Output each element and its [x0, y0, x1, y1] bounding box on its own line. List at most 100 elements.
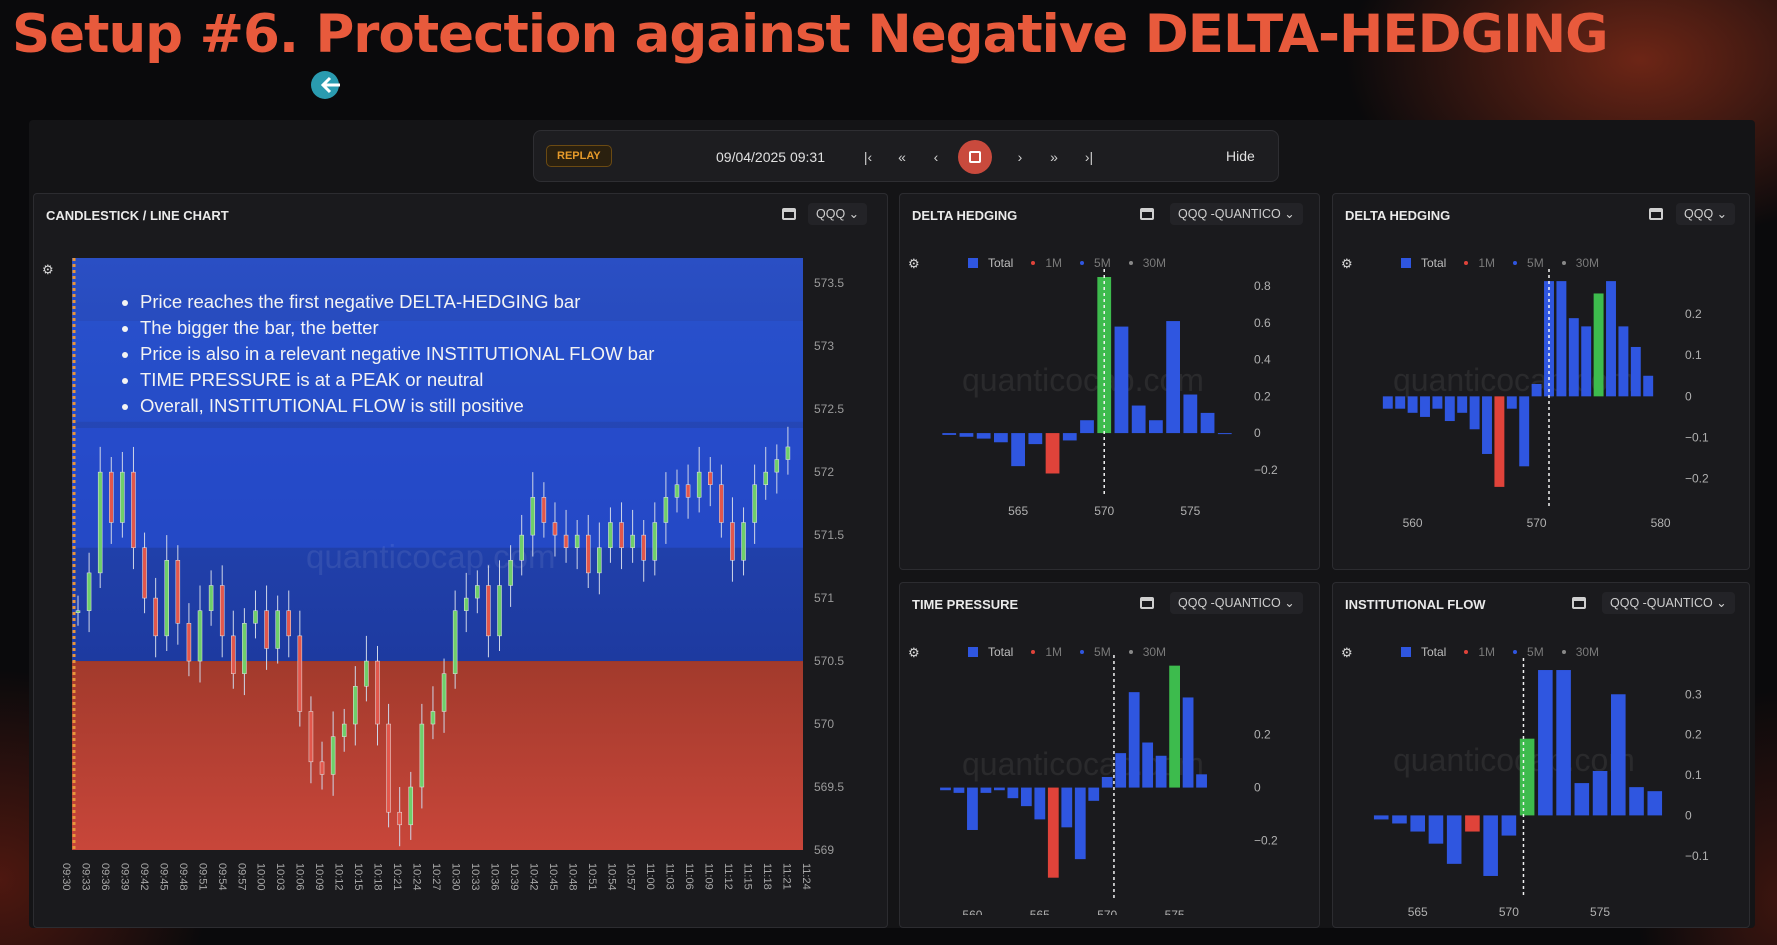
maximize-icon[interactable]: [1140, 597, 1154, 609]
symbol-select[interactable]: QQQ -QUANTICO ⌄: [1170, 592, 1303, 614]
price-tick-label: 573: [814, 339, 835, 354]
stop-icon: [969, 151, 981, 163]
bar: [1062, 433, 1077, 441]
time-tick-label: 10:21: [391, 863, 404, 891]
replay-toolbar: REPLAY 09/04/2025 09:31 |‹ « ‹ › » ›| Hi…: [533, 130, 1279, 182]
candle: [530, 497, 536, 536]
skip-end-button[interactable]: ›|: [1084, 149, 1094, 165]
time-tick-label: 10:42: [527, 863, 540, 891]
time-tick-label: 10:51: [585, 863, 598, 891]
bar: [942, 433, 957, 435]
candle: [408, 786, 414, 826]
maximize-icon[interactable]: [1649, 208, 1663, 220]
bar: [1592, 770, 1608, 816]
fast-back-button[interactable]: «: [898, 149, 906, 165]
x-tick-label: 575: [1165, 908, 1185, 915]
settings-icon[interactable]: ⚙: [908, 256, 920, 271]
bar: [1382, 396, 1393, 409]
y-tick-label: 0: [1685, 808, 1692, 822]
maximize-icon[interactable]: [782, 208, 796, 220]
bar: [1114, 326, 1129, 434]
legend-item[interactable]: 5M: [1495, 256, 1544, 270]
legend-item[interactable]: 1M: [1013, 645, 1062, 659]
bar: [1131, 405, 1146, 434]
legend-item[interactable]: 1M: [1446, 645, 1495, 659]
bar: [1373, 815, 1389, 820]
step-back-button[interactable]: ‹: [933, 149, 939, 165]
y-tick-label: −0.2: [1254, 834, 1278, 848]
candlestick-chart[interactable]: quanticocap.com: [66, 258, 806, 852]
time-tick-label: 10:30: [449, 863, 462, 891]
bar: [1538, 670, 1553, 816]
bar: [1531, 384, 1542, 397]
time-tick-label: 09:42: [137, 863, 150, 891]
y-tick-label: 0.2: [1254, 389, 1271, 403]
symbol-select[interactable]: QQQ -QUANTICO ⌄: [1170, 203, 1303, 225]
legend-item[interactable]: 1M: [1013, 256, 1062, 270]
bar: [1457, 396, 1468, 413]
legend-item[interactable]: 1M: [1446, 256, 1495, 270]
bar: [1407, 396, 1418, 413]
bar: [1501, 815, 1517, 836]
candle: [774, 459, 780, 473]
time-tick-label: 10:18: [371, 863, 384, 891]
legend-item[interactable]: 30M: [1111, 645, 1166, 659]
candle: [519, 534, 524, 561]
y-tick-label: −0.1: [1685, 849, 1709, 863]
replay-badge[interactable]: REPLAY: [546, 145, 612, 167]
legend-item[interactable]: 5M: [1062, 256, 1111, 270]
maximize-icon[interactable]: [1572, 597, 1586, 609]
legend-item[interactable]: 30M: [1111, 256, 1166, 270]
settings-icon[interactable]: ⚙: [1341, 645, 1353, 660]
bar: [1020, 787, 1032, 807]
chart-legend[interactable]: Total 1M 5M 30M: [968, 645, 1166, 659]
chart-legend[interactable]: Total 1M 5M 30M: [1401, 256, 1599, 270]
fast-forward-button[interactable]: »: [1050, 149, 1058, 165]
replay-datetime[interactable]: 09/04/2025 09:31: [716, 149, 825, 165]
delta-hedging-left-panel: DELTA HEDGING QQQ -QUANTICO ⌄ ⚙ quantico…: [899, 193, 1320, 570]
legend-item[interactable]: Total: [968, 256, 1013, 270]
hide-button[interactable]: Hide: [1226, 148, 1255, 164]
panel-title: DELTA HEDGING: [1345, 208, 1451, 223]
candle: [197, 610, 203, 662]
legend-item[interactable]: Total: [1401, 256, 1446, 270]
bar: [994, 787, 1005, 791]
chart-legend[interactable]: Total 1M 5M 30M: [1401, 645, 1599, 659]
candle: [641, 534, 646, 561]
symbol-select[interactable]: QQQ -QUANTICO ⌄: [1602, 592, 1735, 614]
maximize-icon[interactable]: [1140, 208, 1154, 220]
time-tick-label: 11:21: [780, 863, 793, 890]
price-tick-label: 572.5: [814, 402, 845, 417]
bar-chart[interactable]: quanticocap.com 560 565 570 575 0.2 0 −0.2: [912, 655, 1302, 915]
stop-button[interactable]: [958, 140, 992, 174]
settings-icon[interactable]: ⚙: [42, 262, 54, 277]
step-forward-button[interactable]: ›: [1017, 149, 1023, 165]
time-tick-label: 10:54: [605, 863, 618, 891]
candle: [353, 686, 358, 725]
candle: [297, 635, 303, 712]
legend-item[interactable]: 5M: [1495, 645, 1544, 659]
legend-item[interactable]: 5M: [1062, 645, 1111, 659]
symbol-select[interactable]: QQQ ⌄: [808, 203, 868, 225]
legend-item[interactable]: Total: [968, 645, 1013, 659]
bar: [1217, 433, 1232, 435]
institutional-flow-panel: INSTITUTIONAL FLOW QQQ -QUANTICO ⌄ ⚙ qua…: [1332, 582, 1750, 928]
bar: [1519, 396, 1530, 467]
bar: [1482, 396, 1492, 454]
legend-item[interactable]: 30M: [1544, 256, 1599, 270]
candle: [208, 585, 214, 611]
legend-item[interactable]: 30M: [1544, 645, 1599, 659]
y-tick-label: 0: [1685, 389, 1692, 403]
settings-icon[interactable]: ⚙: [908, 645, 920, 660]
bar: [976, 433, 991, 439]
chart-legend[interactable]: Total 1M 5M 30M: [968, 256, 1166, 270]
candle: [452, 610, 458, 674]
settings-icon[interactable]: ⚙: [1341, 256, 1353, 271]
skip-start-button[interactable]: |‹: [863, 149, 873, 165]
bar-chart[interactable]: quanticocap.com 565 570 575 0.8 0.6 0.4 0.2 0 −0.…: [912, 269, 1302, 529]
symbol-select[interactable]: QQQ ⌄: [1676, 203, 1736, 225]
bar: [959, 433, 974, 437]
legend-item[interactable]: Total: [1401, 645, 1446, 659]
